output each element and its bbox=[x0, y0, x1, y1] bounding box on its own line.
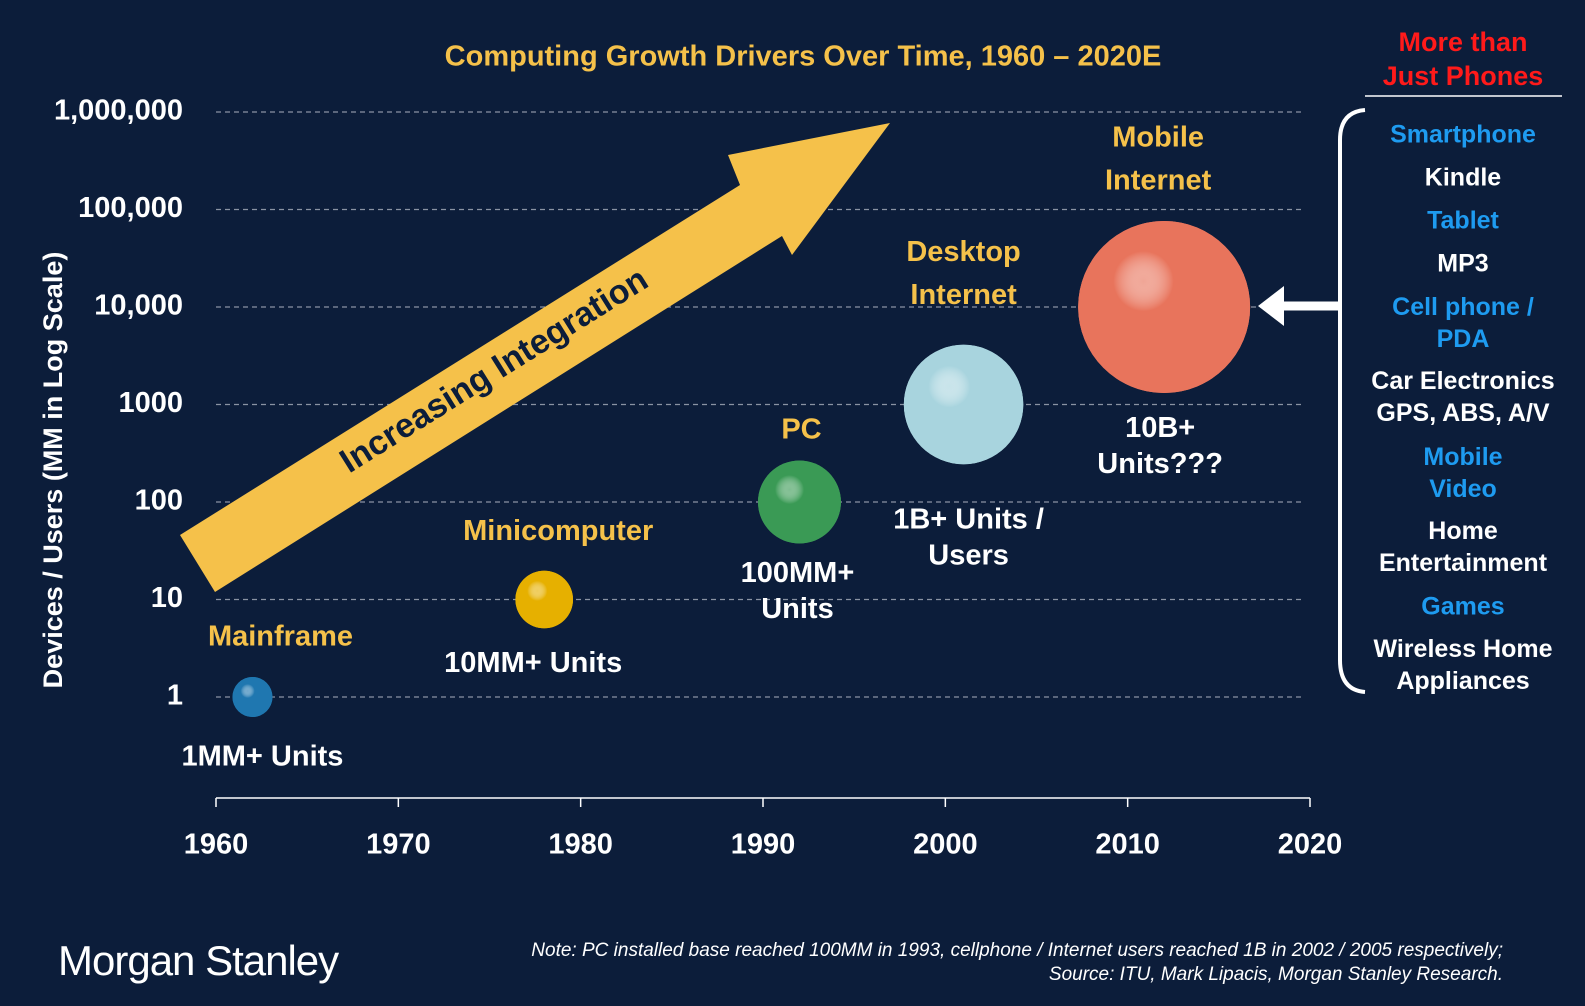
x-tick-label: 1990 bbox=[731, 829, 796, 861]
y-tick-label: 1,000,000 bbox=[54, 95, 183, 127]
bubble-name: Mobile Internet bbox=[1105, 121, 1212, 196]
panel-item: Games bbox=[1421, 593, 1504, 621]
pointer-head bbox=[1258, 286, 1284, 326]
y-tick-label: 10 bbox=[151, 582, 183, 614]
value-label: 10MM+ Units bbox=[444, 647, 622, 679]
panel-item: Wireless Home Appliances bbox=[1373, 635, 1552, 695]
bubble-shine bbox=[515, 570, 573, 629]
panel-item: MP3 bbox=[1437, 250, 1488, 278]
panel-item: Kindle bbox=[1425, 164, 1501, 192]
bubble-shine bbox=[1078, 221, 1251, 393]
brace bbox=[1338, 108, 1366, 694]
bubble-shine bbox=[903, 344, 1024, 465]
bubble-shine bbox=[232, 677, 273, 717]
panel-item: Car Electronics GPS, ABS, A/V bbox=[1371, 367, 1554, 427]
note: Source: ITU, Mark Lipacis, Morgan Stanle… bbox=[1049, 964, 1503, 985]
value-label: 10B+ Units??? bbox=[1097, 412, 1223, 480]
y-axis-label: Devices / Users (MM in Log Scale) bbox=[38, 252, 68, 689]
panel-title: More than Just Phones bbox=[1383, 27, 1544, 91]
panel-item: Mobile Video bbox=[1423, 443, 1502, 503]
x-tick-label: 2010 bbox=[1095, 829, 1160, 861]
value-label: 100MM+ Units bbox=[741, 557, 855, 625]
panel-item: Cell phone / PDA bbox=[1392, 293, 1534, 353]
y-tick-label: 1000 bbox=[118, 387, 183, 419]
note: Note: PC installed base reached 100MM in… bbox=[531, 940, 1503, 961]
x-tick-label: 1960 bbox=[184, 829, 249, 861]
bubble-name: Desktop Internet bbox=[906, 236, 1020, 311]
chart-title: Computing Growth Drivers Over Time, 1960… bbox=[445, 41, 1162, 73]
panel-item: Home Entertainment bbox=[1379, 517, 1548, 577]
bubble-name: PC bbox=[781, 414, 821, 446]
bubble-name: Mainframe bbox=[208, 621, 353, 653]
bubble-shine bbox=[757, 460, 841, 544]
bubble-name: Minicomputer bbox=[463, 515, 653, 547]
y-tick-label: 1 bbox=[167, 680, 183, 712]
integration-arrow bbox=[180, 123, 890, 592]
x-tick-label: 1970 bbox=[366, 829, 431, 861]
value-label: 1MM+ Units bbox=[181, 741, 343, 773]
x-tick-label: 2000 bbox=[913, 829, 978, 861]
x-tick-label: 1980 bbox=[548, 829, 613, 861]
y-tick-label: 100 bbox=[135, 485, 183, 517]
x-tick-label: 2020 bbox=[1278, 829, 1343, 861]
panel-item: Tablet bbox=[1427, 207, 1499, 235]
brand-logo: Morgan Stanley bbox=[58, 937, 339, 984]
y-tick-label: 10,000 bbox=[94, 290, 183, 322]
value-label: 1B+ Units / Users bbox=[893, 503, 1044, 571]
panel-item: Smartphone bbox=[1390, 121, 1536, 149]
y-tick-label: 100,000 bbox=[78, 192, 183, 224]
